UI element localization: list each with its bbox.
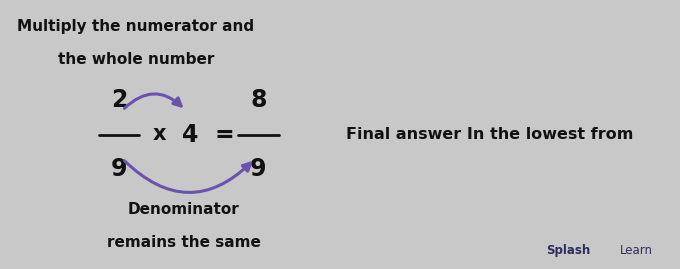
Text: Final answer In the lowest from: Final answer In the lowest from (346, 127, 633, 142)
Text: 9: 9 (111, 157, 127, 182)
Text: =: = (214, 122, 235, 147)
Text: Multiply the numerator and: Multiply the numerator and (18, 19, 254, 34)
Text: 4: 4 (182, 122, 199, 147)
Text: 9: 9 (250, 157, 267, 182)
Text: Learn: Learn (619, 244, 653, 257)
Text: Denominator: Denominator (128, 202, 239, 217)
Text: x: x (153, 125, 167, 144)
Text: Splash: Splash (546, 244, 590, 257)
Text: the whole number: the whole number (58, 52, 214, 67)
Text: 2: 2 (111, 87, 127, 112)
Text: 8: 8 (250, 87, 267, 112)
Text: remains the same: remains the same (107, 235, 260, 250)
